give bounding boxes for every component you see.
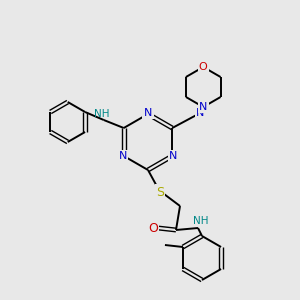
- Text: N: N: [144, 108, 152, 118]
- Text: S: S: [156, 185, 164, 199]
- Text: N: N: [169, 151, 177, 161]
- Text: NH: NH: [193, 216, 209, 226]
- Text: N: N: [196, 108, 204, 118]
- Text: N: N: [199, 102, 207, 112]
- Text: O: O: [199, 62, 208, 72]
- Text: N: N: [118, 151, 127, 161]
- Text: O: O: [148, 221, 158, 235]
- Text: NH: NH: [94, 109, 110, 119]
